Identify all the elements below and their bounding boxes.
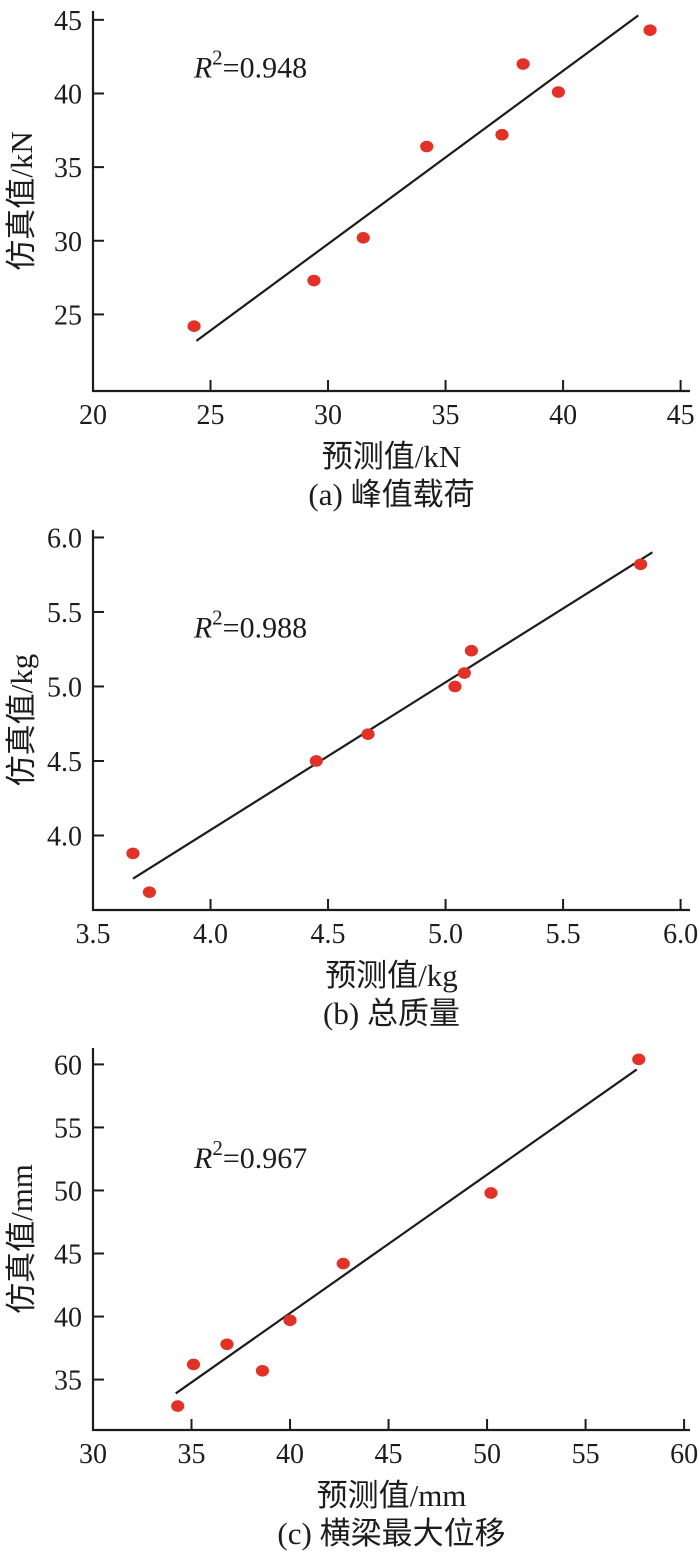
- x-tick-label: 4.5: [311, 919, 346, 950]
- x-tick-label: 25: [197, 400, 225, 431]
- chart-beam-max-displacement-svg: 30 35 40 45 50 55 60 35 40 45 50 55 60 R2=0.967 预测值/mm…: [4, 1048, 698, 1551]
- axes-lines: [91, 11, 690, 393]
- y-tick-label: 45: [54, 1239, 82, 1270]
- fit-line: [132, 551, 653, 880]
- x-tick-label: 6.0: [663, 919, 698, 950]
- x-axis-title: 预测值/kg: [325, 958, 458, 993]
- chart-caption: (b) 总质量: [323, 996, 460, 1031]
- y-tick-label: 25: [54, 300, 82, 331]
- y-tick-label: 60: [54, 1050, 82, 1081]
- y-tick-label: 50: [54, 1176, 82, 1207]
- r-squared-annotation: R2=0.948: [193, 45, 307, 84]
- x-axis-title: 预测值/mm: [317, 1478, 467, 1513]
- data-point: [186, 1358, 201, 1371]
- data-point: [142, 886, 157, 898]
- fit-line: [175, 1068, 638, 1395]
- data-point: [309, 755, 323, 767]
- x-tick-label: 4.0: [193, 919, 228, 950]
- r-squared-annotation: R2=0.967: [193, 1136, 307, 1175]
- chart-peak-load: 20 25 30 35 40 45 25 30 35 40 45 R2=0.948 预测值/kN 仿真值/…: [0, 0, 700, 520]
- y-tick-label: 45: [54, 6, 82, 37]
- y-tick-label: 35: [54, 1366, 82, 1397]
- x-tick-label: 40: [549, 400, 577, 431]
- x-axis-title: 预测值/kN: [322, 439, 462, 474]
- data-point: [361, 728, 375, 740]
- data-point: [632, 1053, 646, 1066]
- data-point: [255, 1364, 270, 1377]
- data-point: [634, 558, 648, 571]
- data-point: [307, 274, 321, 287]
- chart-peak-load-svg: 20 25 30 35 40 45 25 30 35 40 45 R2=0.948 预测值/kN 仿真值/…: [4, 6, 695, 512]
- x-tick-label: 40: [276, 1439, 304, 1470]
- chart-caption: (a) 峰值载荷: [308, 477, 474, 512]
- data-point: [356, 232, 370, 244]
- chart-caption: (c) 横梁最大位移: [277, 1516, 505, 1551]
- y-axis-title: 仿真值/kN: [4, 131, 39, 271]
- x-tick-label: 3.5: [76, 919, 111, 950]
- data-point: [171, 1400, 185, 1412]
- x-tick-label: 5.5: [546, 919, 581, 950]
- y-tick-label: 40: [54, 79, 82, 110]
- y-tick-label: 5.0: [47, 672, 82, 703]
- y-tick-label: 4.5: [47, 747, 82, 778]
- data-point: [464, 644, 479, 657]
- data-point: [484, 1187, 498, 1199]
- chart-total-mass: 3.5 4.0 4.5 5.0 5.5 6.0 4.0 4.5 5.0 5.5 6.0 R2=0.98…: [0, 520, 700, 1040]
- data-point: [283, 1314, 297, 1327]
- y-axis-title: 仿真值/mm: [4, 1164, 39, 1314]
- data-point: [643, 24, 657, 36]
- r-squared-annotation: R2=0.988: [193, 605, 307, 644]
- data-point: [457, 667, 471, 679]
- x-tick-label: 35: [178, 1439, 206, 1470]
- x-tick-label: 50: [473, 1439, 501, 1470]
- data-point: [126, 847, 140, 860]
- chart-beam-max-displacement: 30 35 40 45 50 55 60 35 40 45 50 55 60 R2=0.967 预测值/mm…: [0, 1040, 700, 1564]
- data-point: [448, 680, 462, 693]
- data-point: [220, 1338, 234, 1351]
- axes-lines: [91, 1048, 690, 1432]
- y-tick-label: 55: [54, 1113, 82, 1144]
- x-tick-label: 30: [79, 1439, 107, 1470]
- data-point: [336, 1257, 350, 1270]
- x-tick-label: 45: [667, 400, 695, 431]
- y-tick-label: 30: [54, 227, 82, 258]
- x-tick-label: 20: [79, 400, 107, 431]
- chart-total-mass-svg: 3.5 4.0 4.5 5.0 5.5 6.0 4.0 4.5 5.0 5.5 6.0 R2=0.98…: [4, 523, 698, 1031]
- data-point: [516, 58, 530, 70]
- fit-line: [195, 14, 639, 342]
- data-point: [420, 140, 434, 153]
- x-tick-label: 60: [670, 1439, 698, 1470]
- x-tick-label: 30: [314, 400, 342, 431]
- axes-lines: [91, 530, 690, 912]
- y-tick-label: 6.0: [47, 523, 82, 554]
- x-tick-label: 45: [375, 1439, 403, 1470]
- y-tick-label: 35: [54, 153, 82, 184]
- y-tick-label: 5.5: [47, 598, 82, 629]
- y-axis-title: 仿真值/kg: [4, 654, 39, 787]
- y-tick-label: 40: [54, 1303, 82, 1334]
- data-point: [551, 86, 565, 98]
- y-tick-label: 4.0: [47, 821, 82, 852]
- x-tick-label: 5.0: [428, 919, 463, 950]
- x-tick-label: 55: [572, 1439, 600, 1470]
- data-point: [495, 128, 509, 141]
- x-tick-label: 35: [432, 400, 460, 431]
- data-point: [187, 320, 201, 332]
